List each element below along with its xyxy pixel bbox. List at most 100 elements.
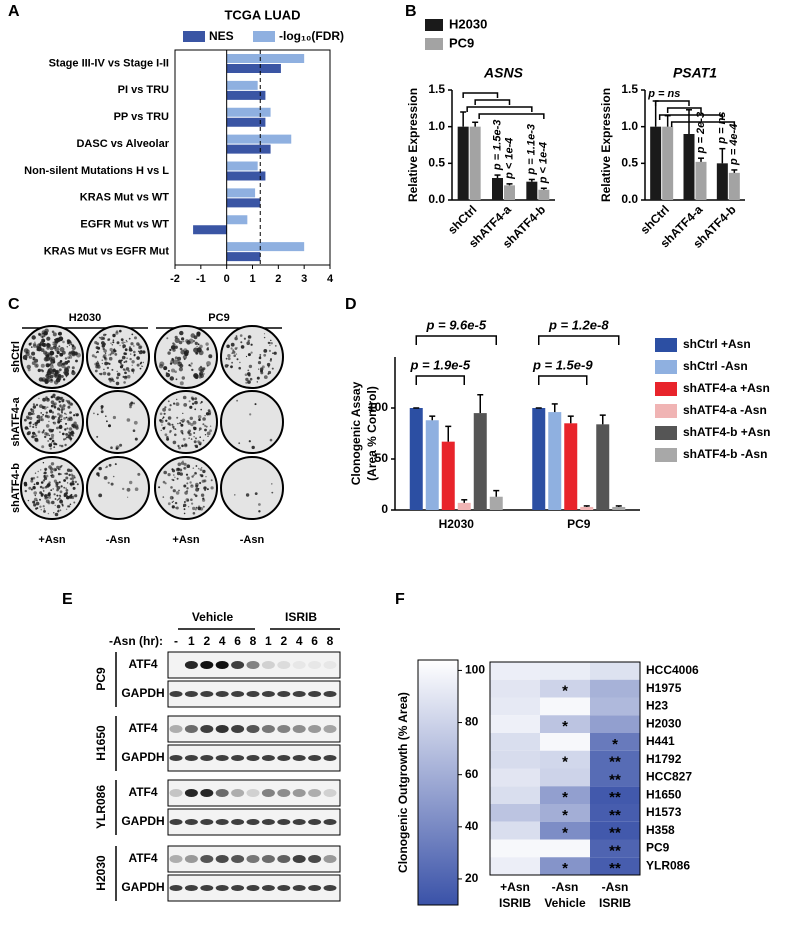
colony	[249, 413, 252, 416]
colony	[197, 487, 200, 490]
colony	[204, 428, 207, 432]
heat-cell	[590, 697, 640, 716]
colony	[44, 494, 48, 498]
colony	[124, 375, 128, 379]
colony	[47, 375, 51, 380]
colony	[59, 424, 63, 428]
colony	[128, 347, 133, 352]
colony	[103, 476, 108, 480]
legend-label: NES	[209, 29, 234, 43]
colony	[182, 340, 185, 343]
colony	[103, 368, 105, 371]
colony	[68, 402, 73, 406]
colony	[132, 429, 136, 433]
colony	[102, 371, 107, 376]
p-value: p = 1.9e-5	[409, 357, 470, 372]
colony	[63, 479, 66, 482]
colony	[59, 397, 62, 400]
legend-swatch	[655, 448, 677, 462]
colony	[176, 398, 178, 401]
colony	[67, 433, 70, 436]
y-tick-label: 0	[381, 502, 388, 516]
colony	[190, 405, 193, 408]
colony	[227, 357, 231, 361]
colony	[60, 485, 63, 488]
colony	[71, 366, 75, 370]
colony	[31, 346, 33, 348]
colony	[98, 466, 102, 471]
colony	[194, 397, 198, 400]
colony	[50, 470, 54, 474]
blot-band	[292, 819, 306, 825]
row-label: PC9	[646, 841, 670, 855]
colony	[131, 369, 134, 372]
colony	[59, 509, 62, 512]
colony	[195, 482, 199, 487]
colony	[239, 334, 243, 337]
colony	[37, 430, 41, 434]
colony	[71, 474, 76, 479]
lane-label: 1	[265, 634, 272, 648]
colony	[27, 411, 32, 416]
colony	[170, 362, 173, 365]
colony	[59, 360, 63, 363]
colony	[174, 476, 176, 478]
bar	[596, 424, 610, 510]
blot-band	[261, 691, 275, 697]
x-tick-label: H2030	[439, 517, 475, 531]
x-tick-label: PC9	[567, 517, 591, 531]
colony	[239, 361, 241, 364]
colony	[25, 415, 30, 420]
bar	[526, 181, 538, 200]
colony	[177, 361, 183, 367]
cell-line-label: H2030	[94, 855, 108, 891]
colony	[45, 424, 50, 428]
colony	[33, 491, 37, 495]
x-tick-label: 2	[275, 273, 281, 285]
colony	[186, 482, 189, 485]
blot-band	[277, 661, 291, 669]
colony	[32, 500, 36, 504]
chart-title: TCGA LUAD	[224, 7, 300, 22]
heat-cell	[590, 839, 640, 858]
colony	[64, 438, 67, 440]
colony	[65, 422, 67, 425]
colony	[40, 418, 44, 422]
colony	[238, 442, 241, 445]
colony	[24, 489, 27, 493]
colony	[39, 491, 43, 495]
colony	[191, 368, 194, 372]
colony	[111, 344, 114, 346]
colony	[49, 350, 55, 356]
heat-cell	[490, 662, 540, 680]
colony	[134, 336, 137, 340]
colony	[234, 347, 238, 350]
colony	[63, 438, 66, 441]
colony	[110, 342, 112, 344]
colony	[181, 433, 184, 435]
colony	[173, 427, 175, 430]
colony	[271, 491, 274, 494]
colony	[50, 364, 54, 369]
colony	[161, 424, 163, 426]
colony	[122, 487, 125, 491]
colony	[110, 350, 115, 355]
colony	[200, 493, 205, 497]
heat-cell	[590, 750, 640, 769]
colony	[56, 426, 59, 430]
colony	[51, 364, 54, 366]
colony	[186, 487, 189, 490]
colony	[114, 353, 118, 356]
colony	[49, 378, 54, 383]
colony	[74, 494, 78, 498]
colony	[136, 363, 140, 367]
blot-band	[184, 789, 198, 797]
bracket	[478, 113, 545, 119]
colony	[191, 502, 194, 505]
heat-cell	[590, 804, 640, 822]
colony	[47, 343, 50, 346]
colony	[172, 348, 176, 352]
protein-label: GAPDH	[121, 750, 164, 764]
panel-label: D	[345, 296, 357, 313]
legend-label: shATF4-a -Asn	[683, 403, 767, 417]
